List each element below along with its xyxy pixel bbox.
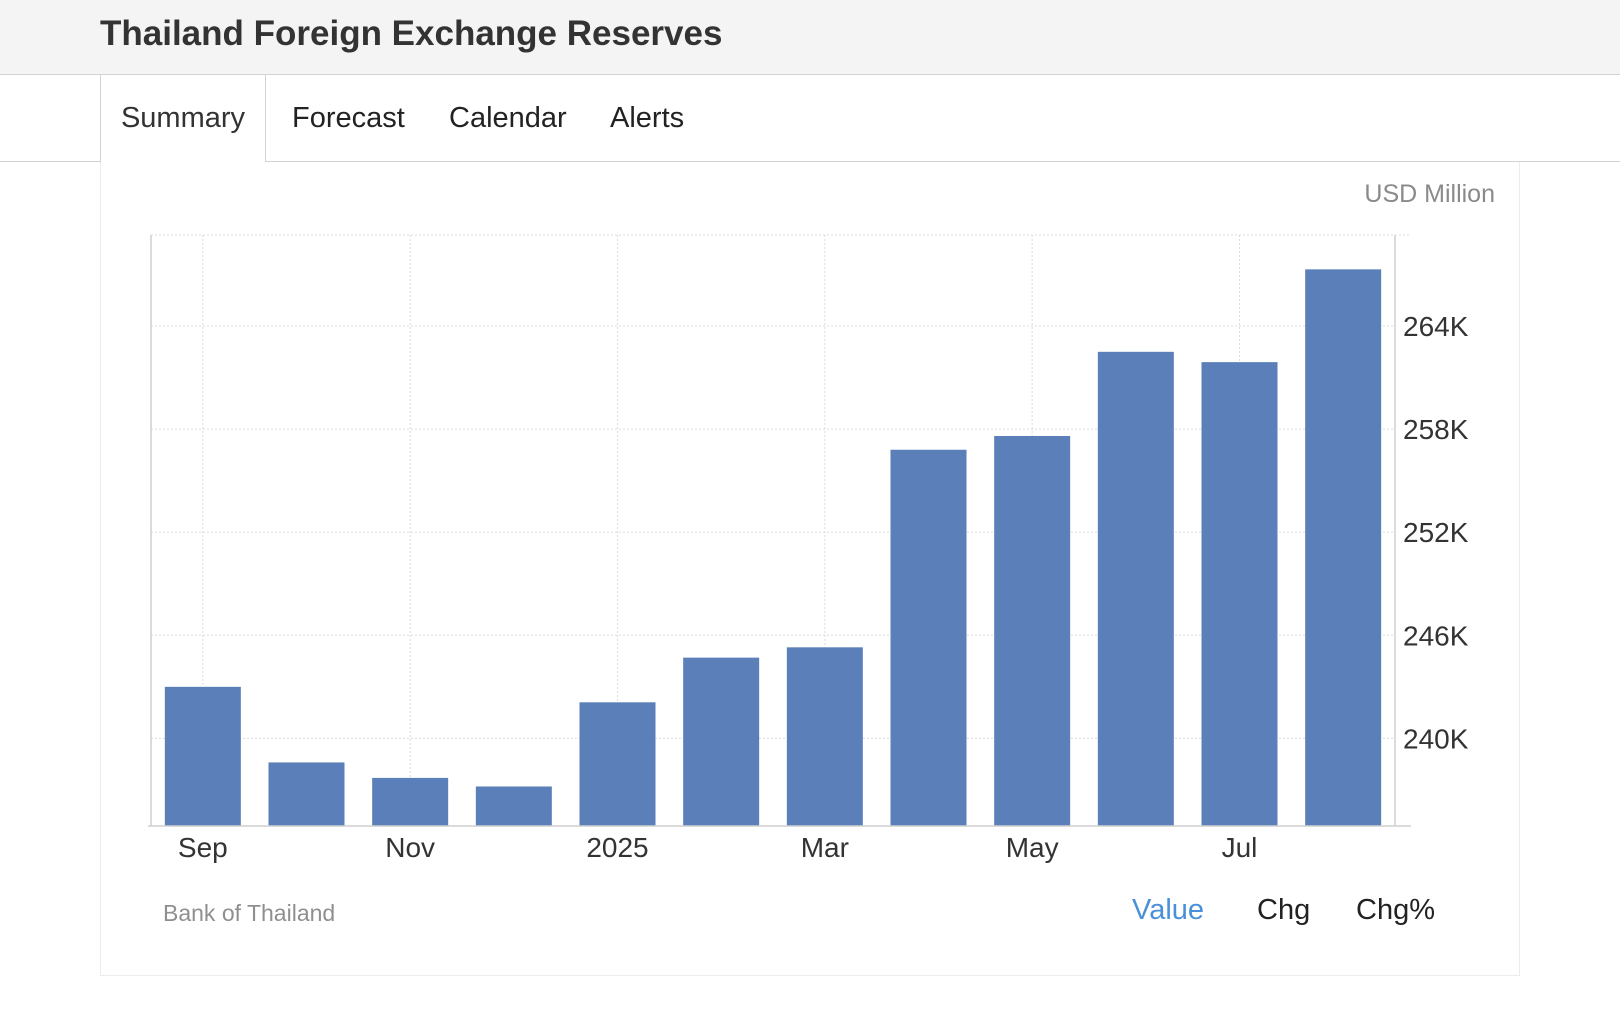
bar-mar [786, 647, 863, 826]
toggle-chg[interactable]: Chg [1257, 894, 1311, 926]
unit-label: USD Million [1364, 180, 1495, 208]
chart-panel: USD Million 240K 246K 252K 258K 264K Sep Nov 20… [100, 162, 1520, 976]
bar-nov [372, 777, 449, 826]
bar-apr [890, 449, 967, 826]
tab-forecast[interactable]: Forecast [292, 102, 405, 134]
x-tick-label: May [1006, 832, 1059, 863]
bar-aug [1305, 269, 1382, 826]
x-tick-label: 2025 [586, 832, 648, 863]
tab-calendar[interactable]: Calendar [449, 102, 567, 134]
x-tick-label: Sep [178, 832, 228, 863]
toggle-chg-pct[interactable]: Chg% [1356, 894, 1435, 926]
bar-may [994, 436, 1071, 826]
bar-dec [475, 786, 552, 826]
bar-sep [164, 686, 241, 826]
tab-bar: Summary Forecast Calendar Alerts [0, 75, 1620, 163]
y-tick-label: 258K [1403, 414, 1469, 445]
page-title: Thailand Foreign Exchange Reserves [100, 14, 723, 53]
y-tick-label: 246K [1403, 620, 1469, 651]
bar-oct [268, 762, 345, 826]
source-label: Bank of Thailand [163, 900, 336, 926]
bar-jun [1097, 351, 1174, 826]
x-tick-label: Jul [1222, 832, 1258, 863]
bar-chart: 240K 246K 252K 258K 264K Sep Nov 2025 Mar May Jul [148, 234, 1469, 863]
bar-2025 [579, 702, 656, 826]
tab-alerts[interactable]: Alerts [610, 102, 685, 134]
bar-feb [683, 657, 760, 826]
page-header: Thailand Foreign Exchange Reserves [0, 0, 1620, 75]
x-tick-label: Mar [801, 832, 849, 863]
tab-summary[interactable]: Summary [100, 75, 266, 163]
y-tick-label: 264K [1403, 311, 1469, 342]
x-tick-label: Nov [385, 832, 435, 863]
bar-jul [1201, 362, 1278, 826]
y-tick-label: 252K [1403, 517, 1469, 548]
y-tick-label: 240K [1403, 723, 1469, 754]
toggle-value[interactable]: Value [1132, 894, 1205, 926]
